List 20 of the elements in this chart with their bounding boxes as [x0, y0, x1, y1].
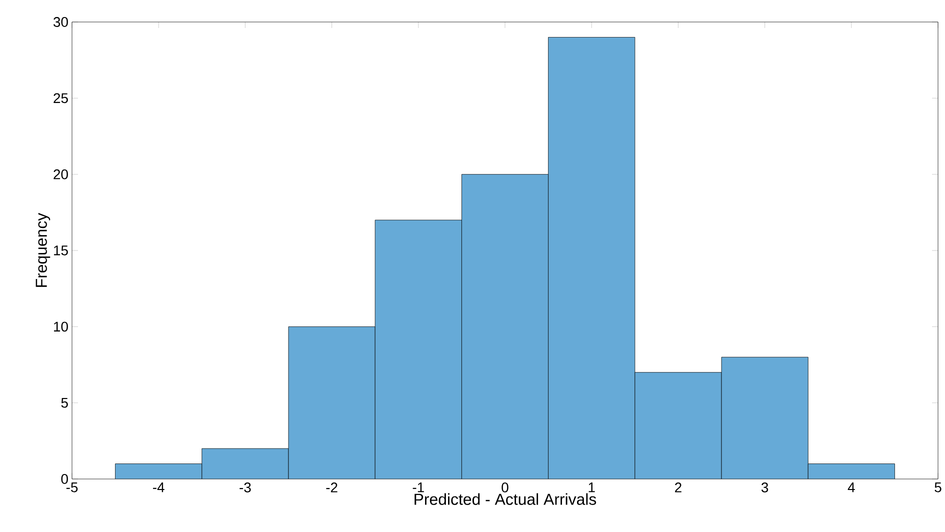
x-tick-label: 2 — [675, 482, 682, 492]
x-tick-label: 5 — [934, 482, 942, 492]
x-tick-label: -3 — [240, 482, 251, 492]
x-tick-label: 1 — [588, 482, 595, 492]
x-tick-label: -5 — [66, 482, 78, 492]
x-axis-title: Predicted - Actual Arrivals — [414, 493, 596, 505]
y-axis-title: Frequency — [36, 212, 50, 287]
y-tick-label: 30 — [53, 17, 68, 27]
x-tick-label: 4 — [848, 482, 855, 492]
y-tick-label: 5 — [61, 398, 68, 408]
x-tick-label: 0 — [502, 482, 508, 492]
y-tick-label: 0 — [61, 474, 68, 484]
y-tick-label: 20 — [54, 169, 68, 180]
y-tick-label: 15 — [54, 246, 68, 256]
y-tick-label: 25 — [54, 93, 68, 104]
y-tick-label: 10 — [54, 322, 68, 332]
x-tick-label: -1 — [412, 482, 424, 492]
x-tick-label: -2 — [326, 482, 338, 492]
x-tick-label: -4 — [153, 482, 164, 492]
x-tick-label: 3 — [761, 482, 768, 492]
